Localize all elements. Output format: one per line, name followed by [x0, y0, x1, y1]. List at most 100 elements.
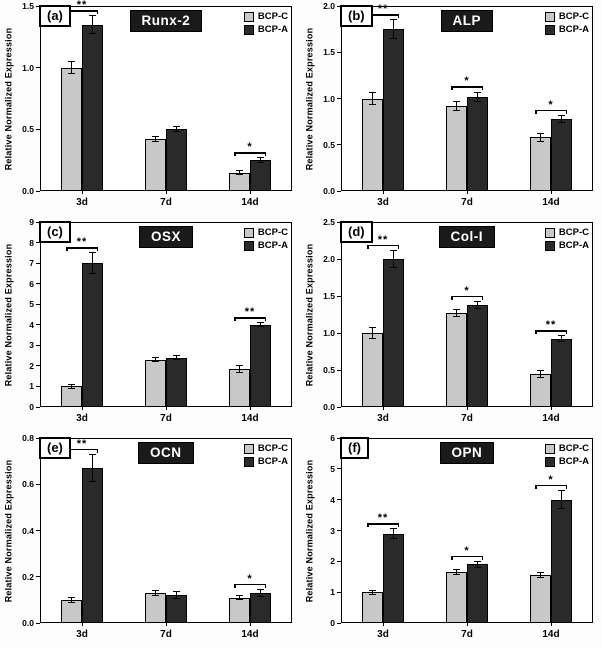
x-category-label: 7d	[160, 413, 172, 424]
error-bar-cap	[537, 369, 544, 371]
y-tick-label: 2	[29, 360, 34, 371]
error-bar	[176, 355, 177, 360]
panel-e: Relative Normalized Expression 0.0 0.2 0.4 0…	[0, 432, 301, 648]
significance-line-end	[397, 523, 399, 528]
error-bar-cap	[537, 572, 544, 574]
significance-line-end	[565, 484, 567, 489]
y-tick-mark	[36, 365, 40, 367]
error-bar-cap	[474, 100, 481, 102]
y-tick-label: 8	[29, 237, 34, 248]
error-bar-cap	[89, 15, 96, 17]
significance-stars: **	[377, 233, 389, 246]
panel-label: (a)	[39, 5, 71, 27]
error-bar-cap	[453, 574, 460, 576]
significance-line-end	[481, 295, 483, 300]
bar-bcp-a-3d	[82, 468, 103, 623]
significance-line-end	[451, 295, 453, 300]
legend: BCP-C BCP-A	[243, 11, 288, 37]
panel-label: (e)	[39, 437, 71, 459]
bar-bcp-a-7d	[166, 357, 187, 407]
y-tick-label: 0.0	[22, 618, 34, 628]
y-tick-mark	[337, 406, 341, 408]
panel-c: Relative Normalized Expression 0 1 2 3 4 5 6 7 8 9…	[0, 216, 301, 432]
y-axis-title: Relative Normalized Expression	[3, 27, 13, 170]
panel-label: (b)	[340, 5, 373, 27]
bar-bcp-a-14d	[250, 324, 271, 407]
bar-bcp-c-3d	[362, 592, 383, 623]
error-bar	[155, 590, 156, 596]
y-tick-mark	[337, 51, 341, 53]
error-bar-cap	[68, 383, 75, 385]
y-tick-mark	[337, 98, 341, 99]
x-tick-mark	[382, 623, 384, 626]
chart-title: OCN	[138, 442, 194, 464]
x-category-label: 3d	[76, 629, 88, 640]
error-bar-cap	[236, 365, 243, 367]
y-tick-mark	[36, 283, 40, 285]
y-tick-label: 2.5	[323, 217, 335, 227]
significance-line-end	[367, 523, 369, 528]
significance-line	[535, 109, 567, 112]
error-bar	[155, 357, 156, 362]
error-bar	[92, 252, 93, 274]
y-tick-label: 1.0	[323, 328, 335, 338]
x-tick-mark	[550, 623, 552, 626]
y-tick-mark	[36, 303, 40, 305]
error-bar-cap	[257, 322, 264, 324]
legend-swatch-bcp-c	[243, 227, 254, 238]
error-bar	[372, 92, 373, 105]
x-tick-mark	[466, 623, 468, 626]
error-bar-cap	[537, 376, 544, 378]
error-bar-cap	[68, 601, 75, 603]
significance-stars: *	[548, 473, 554, 486]
error-bar-cap	[558, 335, 565, 337]
error-bar	[477, 92, 478, 102]
x-category-label: 3d	[76, 197, 88, 208]
error-bar	[393, 250, 394, 268]
y-tick-mark	[36, 406, 40, 408]
error-bar	[477, 301, 478, 309]
chart-title: Col-I	[438, 226, 495, 248]
x-category-label: 14d	[241, 413, 259, 424]
legend-label: BCP-A	[558, 240, 589, 251]
y-tick-mark	[36, 67, 40, 69]
y-tick-label: 1.5	[323, 47, 335, 58]
significance-stars: *	[247, 141, 253, 154]
error-bar-cap	[152, 361, 159, 363]
y-tick-mark	[337, 622, 341, 624]
legend-label: BCP-A	[257, 456, 288, 467]
legend: BCP-C BCP-A	[544, 227, 589, 253]
error-bar	[540, 572, 541, 578]
error-bar-cap	[474, 308, 481, 310]
error-bar-cap	[173, 359, 180, 361]
legend-item: BCP-A	[243, 240, 288, 251]
y-tick-label: 0.5	[323, 139, 335, 150]
significance-stars: *	[548, 98, 554, 111]
significance-line-end	[264, 152, 266, 157]
x-category-label: 3d	[377, 197, 389, 208]
y-tick-label: 2.0	[323, 254, 335, 264]
bar-bcp-c-14d	[530, 575, 551, 623]
significance-line-end	[481, 555, 483, 560]
error-bar-cap	[89, 481, 96, 483]
significance-stars: **	[377, 512, 389, 525]
y-tick-label: 9	[29, 217, 34, 227]
legend-label: BCP-C	[257, 443, 288, 454]
error-bar-cap	[236, 174, 243, 176]
error-bar	[540, 133, 541, 142]
error-bar-cap	[152, 357, 159, 359]
significance-line-end	[96, 448, 98, 453]
error-bar-cap	[369, 338, 376, 340]
error-bar	[540, 370, 541, 378]
error-bar-cap	[257, 326, 264, 328]
error-bar	[176, 126, 177, 132]
significance-line-end	[66, 247, 68, 252]
y-tick-mark	[36, 622, 40, 624]
y-tick-label: 1.5	[22, 1, 34, 11]
significance-line	[234, 583, 266, 586]
error-bar-cap	[369, 91, 376, 93]
y-tick-label: 4	[330, 494, 335, 505]
significance-stars: *	[464, 544, 470, 557]
x-tick-mark	[550, 407, 552, 410]
